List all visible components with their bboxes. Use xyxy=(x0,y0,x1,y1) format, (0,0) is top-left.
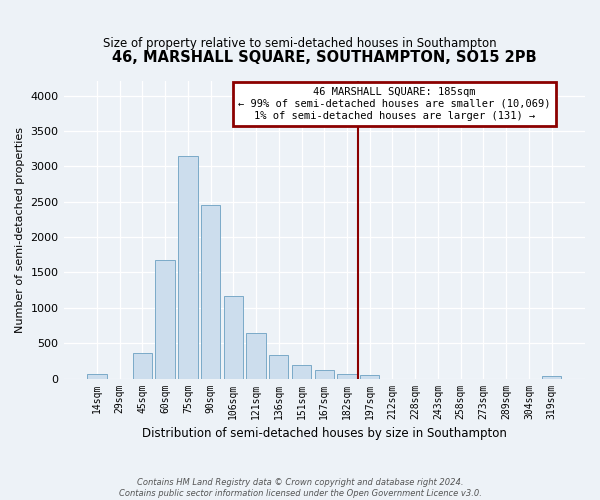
Bar xyxy=(542,376,561,378)
Bar xyxy=(314,370,334,378)
Text: Contains HM Land Registry data © Crown copyright and database right 2024.
Contai: Contains HM Land Registry data © Crown c… xyxy=(119,478,481,498)
Bar xyxy=(247,334,266,378)
Bar xyxy=(201,205,220,378)
Text: Size of property relative to semi-detached houses in Southampton: Size of property relative to semi-detach… xyxy=(103,38,497,51)
Bar xyxy=(337,374,356,378)
Bar xyxy=(155,260,175,378)
Bar xyxy=(360,376,379,378)
Bar xyxy=(178,156,197,378)
Bar xyxy=(292,366,311,378)
Bar xyxy=(133,353,152,378)
Y-axis label: Number of semi-detached properties: Number of semi-detached properties xyxy=(15,127,25,333)
Title: 46, MARSHALL SQUARE, SOUTHAMPTON, SO15 2PB: 46, MARSHALL SQUARE, SOUTHAMPTON, SO15 2… xyxy=(112,50,536,65)
Bar xyxy=(224,296,243,378)
Bar xyxy=(87,374,107,378)
Text: 46 MARSHALL SQUARE: 185sqm
← 99% of semi-detached houses are smaller (10,069)
1%: 46 MARSHALL SQUARE: 185sqm ← 99% of semi… xyxy=(238,88,551,120)
Bar xyxy=(269,355,289,378)
X-axis label: Distribution of semi-detached houses by size in Southampton: Distribution of semi-detached houses by … xyxy=(142,427,507,440)
